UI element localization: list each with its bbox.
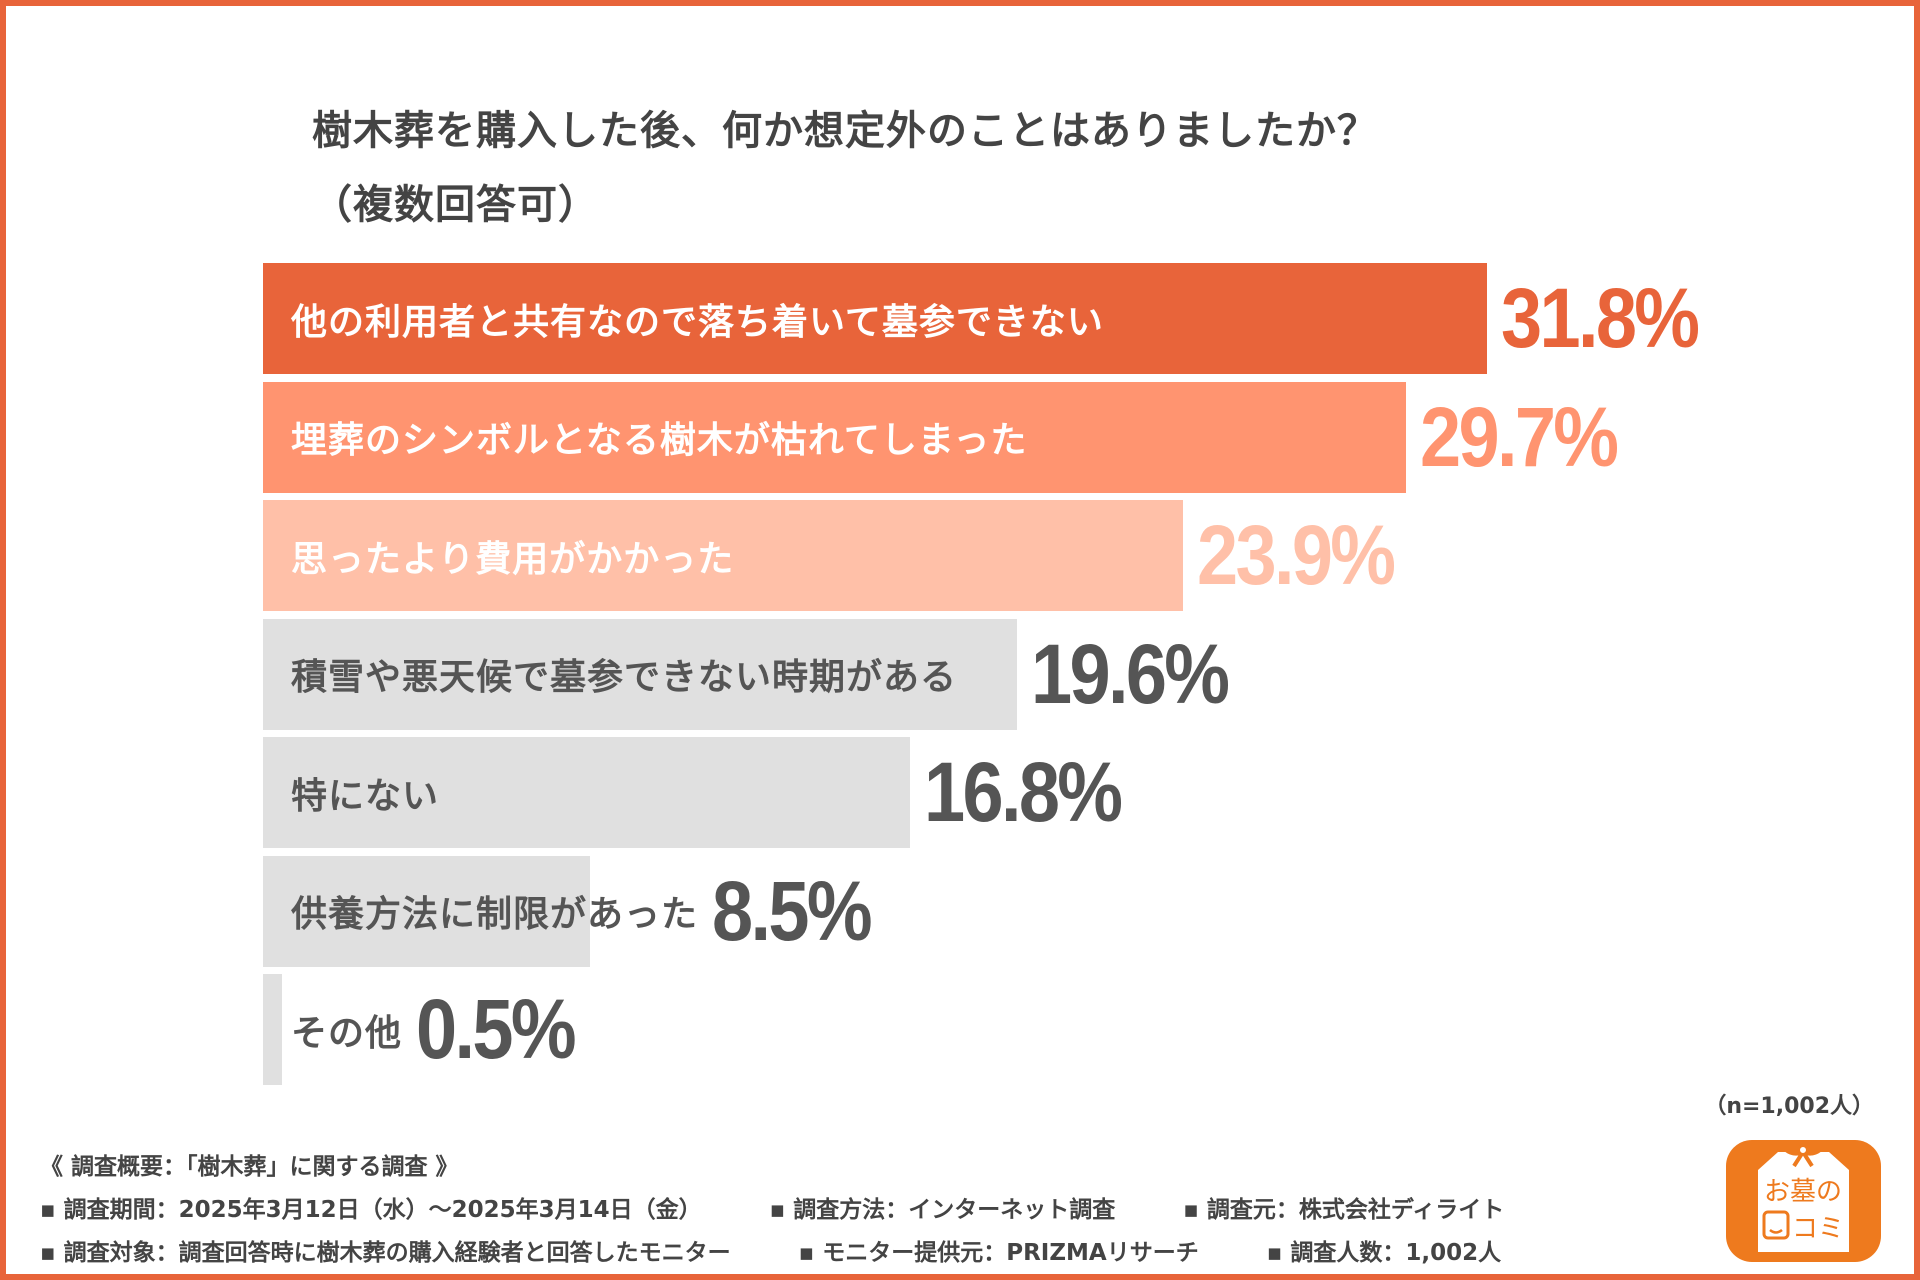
survey-heading: 《 調査概要：「樹木葬」に関する調査 》 [40, 1154, 459, 1180]
value-label: 8.5% [712, 863, 873, 958]
bar [263, 855, 591, 967]
category-label: 他の利用者と共有なので落ち着いて墓参できない [291, 301, 1104, 343]
logo-text1: お墓の [1764, 1177, 1842, 1207]
bar-row: 供養方法に制限があった 8.5% [263, 855, 1863, 967]
bar [263, 974, 283, 1085]
category-label: 特にない [291, 775, 440, 817]
bar-row: 思ったより費用がかかった 23.9% [263, 500, 1863, 611]
value-label: 23.9% [1196, 508, 1396, 602]
footer-line1: ▪ 調査期間：2025年3月12日（水）〜2025年3月14日（金） ▪ 調査方… [40, 1189, 1564, 1232]
logo-text2: コミ [1792, 1214, 1844, 1244]
bar [263, 618, 1018, 730]
bar-label-box: 他の利用者と共有なので落ち着いて墓参できない [263, 263, 1487, 374]
bar-label-box: その他 [263, 974, 402, 1085]
bar-row: 積雪や悪天候で墓参できない時期がある 19.6% [263, 618, 1863, 730]
bar [263, 737, 910, 848]
bar [263, 381, 1407, 493]
survey-target: ▪ 調査対象：調査回答時に樹木葬の購入経験者と回答したモニター [40, 1240, 731, 1266]
ohaka-no-kuchikomi-logo: お墓の コミ [1726, 1140, 1881, 1262]
value-label: 0.5% [416, 982, 577, 1076]
value-label: 29.7% [1420, 389, 1619, 484]
bar-row: 特にない 16.8% [263, 737, 1863, 848]
category-label: 供養方法に制限があった [291, 894, 699, 935]
logo-graphic: お墓の コミ [1758, 1144, 1849, 1252]
category-label: 思ったより費用がかかった [291, 538, 735, 580]
survey-overview: 《 調査概要：「樹木葬」に関する調査 》 ▪ 調査期間：2025年3月12日（水… [40, 1146, 1564, 1275]
bar-chart: 他の利用者と共有なので落ち着いて墓参できない 31.8% 埋葬のシンボルとなる樹木が… [263, 263, 1863, 1093]
chart-title: 樹木葬を購入した後、何か想定外のことはありましたか？ （複数回答可） [312, 94, 1378, 242]
bar-label-box: 積雪や悪天候で墓参できない時期がある [263, 619, 1017, 730]
bar-row: 埋葬のシンボルとなる樹木が枯れてしまった 29.7% [263, 381, 1863, 493]
value-label: 19.6% [1031, 626, 1230, 721]
bar-label-box: 思ったより費用がかかった [263, 500, 1183, 611]
bar-row: 他の利用者と共有なので落ち着いて墓参できない 31.8% [263, 263, 1863, 374]
survey-period: ▪ 調査期間：2025年3月12日（水）〜2025年3月14日（金） [40, 1197, 702, 1223]
value-label: 31.8% [1501, 271, 1700, 365]
bar-label-box: 特にない [263, 737, 910, 848]
category-label: 埋葬のシンボルとなる樹木が枯れてしまった [291, 420, 1028, 461]
bar-label-box: 供養方法に制限があった [263, 856, 698, 967]
bar [263, 500, 1183, 611]
survey-source: ▪ 調査元：株式会社ディライト [1183, 1197, 1505, 1223]
value-label: 16.8% [923, 745, 1123, 839]
category-label: その他 [291, 1012, 403, 1054]
footer-line2: ▪ 調査対象：調査回答時に樹木葬の購入経験者と回答したモニター ▪ モニター提供… [40, 1232, 1564, 1275]
title-line2: （複数回答可） [312, 182, 599, 228]
bar-row: その他 0.5% [263, 974, 1863, 1085]
survey-method: ▪ 調査方法：インターネット調査 [769, 1197, 1116, 1223]
category-label: 積雪や悪天候で墓参できない時期がある [291, 657, 958, 698]
title-line1: 樹木葬を購入した後、何か想定外のことはありましたか？ [312, 108, 1378, 154]
survey-count: ▪ 調査人数：1,002人 [1266, 1240, 1502, 1266]
monitor-provider: ▪ モニター提供元：PRIZMAリサーチ [798, 1240, 1199, 1266]
bar-label-box: 埋葬のシンボルとなる樹木が枯れてしまった [263, 382, 1406, 493]
bar [263, 263, 1487, 374]
sample-size-note: （n=1,002人） [1704, 1094, 1874, 1119]
